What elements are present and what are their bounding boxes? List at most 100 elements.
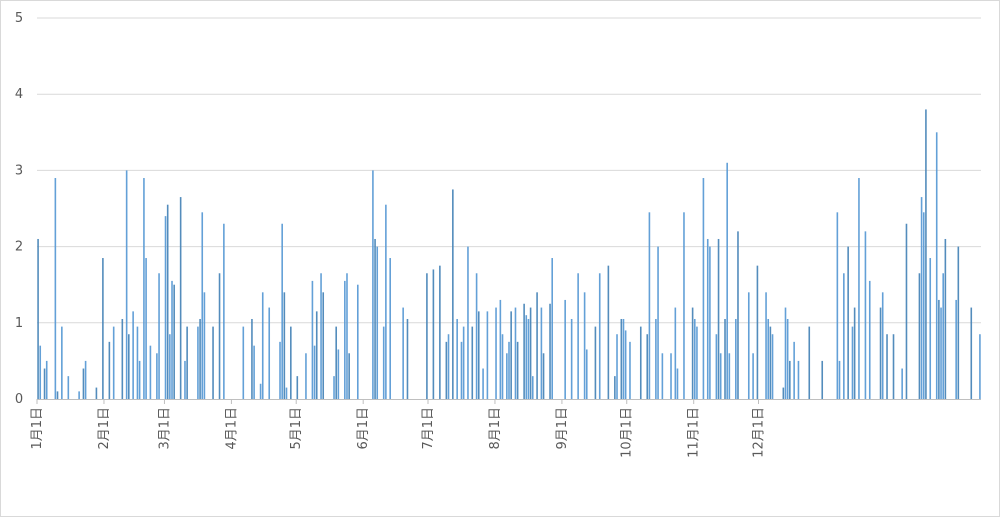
bar-day-371	[836, 212, 839, 399]
bar-day-36	[112, 326, 115, 399]
bar-day-200	[467, 246, 469, 399]
bar-day-193	[452, 189, 454, 399]
bar-day-144	[346, 273, 348, 399]
bar-day-145	[348, 353, 350, 399]
bar-day-397	[892, 334, 895, 399]
bar-day-5	[45, 360, 48, 399]
bar-day-195	[456, 318, 458, 399]
gridlines	[37, 17, 981, 324]
bar-day-228	[527, 318, 530, 399]
x-tick-label: 7月1日	[421, 407, 436, 450]
bar-day-378	[851, 326, 854, 399]
bar-day-70	[186, 326, 188, 399]
bar-day-15	[67, 376, 70, 399]
bar-day-300	[683, 212, 685, 399]
x-axis: 1月1日 2月1日 3月1日 4月1日 5月1日 6月1日 7月1日 8月1日 9月1日 10月1…	[30, 399, 981, 458]
x-tick-label: 1月1日	[30, 407, 45, 450]
bar-day-149	[356, 284, 359, 399]
bar-day-401	[901, 368, 903, 399]
y-tick-label: 5	[15, 11, 23, 26]
bar-day-306	[696, 326, 698, 399]
bar-day-204	[475, 273, 478, 399]
bar-day-1	[37, 238, 39, 399]
bar-day-414	[929, 258, 932, 399]
bar-day-358	[808, 326, 811, 399]
bar-day-234	[540, 307, 543, 399]
bar-day-205	[477, 311, 480, 399]
bar-day-309	[702, 178, 705, 399]
bar-day-128	[311, 280, 314, 399]
bar-day-222	[514, 307, 517, 399]
bar-day-47	[136, 326, 139, 399]
bar-day-437	[979, 334, 981, 399]
bar-day-161	[382, 326, 385, 399]
bar-day-23	[84, 360, 87, 399]
bar-day-172	[406, 318, 409, 399]
bar-day-181	[426, 273, 428, 399]
bar-day-100	[251, 318, 253, 399]
x-tick-label: 4月1日	[224, 407, 239, 450]
bar-day-315	[715, 334, 718, 399]
bar-day-232	[536, 292, 538, 399]
bar-day-48	[138, 360, 141, 399]
bar-day-319	[724, 318, 726, 399]
x-tick-label: 8月1日	[488, 407, 503, 450]
bar-day-118	[290, 326, 292, 399]
bar-day-28	[95, 387, 98, 399]
x-tick-label: 5月1日	[289, 407, 304, 450]
bar-day-284	[648, 212, 651, 399]
x-tick-label: 11月1日	[687, 407, 702, 458]
bar-day-113	[279, 341, 281, 399]
bar-day-164	[389, 258, 391, 399]
bar-day-283	[646, 334, 649, 399]
bar-day-115	[283, 292, 286, 399]
bar-day-129	[313, 345, 316, 399]
bar-day-392	[881, 292, 884, 399]
bar-day-190	[445, 341, 448, 399]
bar-day-320	[726, 162, 728, 399]
bar-day-82	[212, 326, 214, 399]
bar-day-191	[447, 334, 450, 399]
bar-day-209	[486, 311, 489, 399]
bar-day-85	[218, 273, 221, 399]
bar-day-372	[838, 360, 841, 399]
bar-day-235	[542, 353, 545, 399]
bar-day-251	[577, 273, 579, 399]
bar-day-403	[905, 223, 908, 399]
bar-day-296	[674, 307, 677, 399]
bar-day-187	[439, 265, 441, 399]
bar-day-132	[320, 273, 322, 399]
bar-day-288	[657, 246, 659, 399]
bar-day-340	[769, 326, 772, 399]
bar-day-69	[184, 360, 186, 399]
bar-day-290	[661, 353, 664, 399]
bar-day-280	[639, 326, 642, 399]
bar-day-61	[166, 204, 169, 399]
bar-day-76	[199, 318, 201, 399]
bar-day-287	[655, 318, 657, 399]
bar-day-207	[482, 368, 484, 399]
bar-day-31	[102, 258, 104, 399]
bar-day-223	[516, 341, 519, 399]
bar-day-227	[525, 315, 528, 399]
bar-day-410	[920, 197, 923, 399]
bar-day-419	[940, 307, 942, 399]
bar-day-420	[942, 273, 944, 399]
bar-day-202	[471, 326, 474, 399]
bar-day-170	[402, 307, 404, 399]
bar-day-10	[56, 391, 59, 399]
bar-day-346	[782, 387, 785, 399]
bar-day-197	[460, 341, 463, 399]
bar-day-140	[337, 349, 340, 399]
bar-day-268	[614, 376, 616, 399]
bar-day-297	[676, 368, 679, 399]
bar-day-56	[156, 353, 158, 399]
bar-day-9	[54, 178, 57, 399]
bar-day-394	[886, 334, 888, 399]
bar-day-198	[462, 326, 465, 399]
bar-day-238	[549, 303, 551, 399]
bar-day-330	[747, 292, 750, 399]
bar-day-226	[523, 303, 525, 399]
y-tick-label: 2	[15, 240, 23, 255]
bar-day-50	[143, 178, 145, 399]
